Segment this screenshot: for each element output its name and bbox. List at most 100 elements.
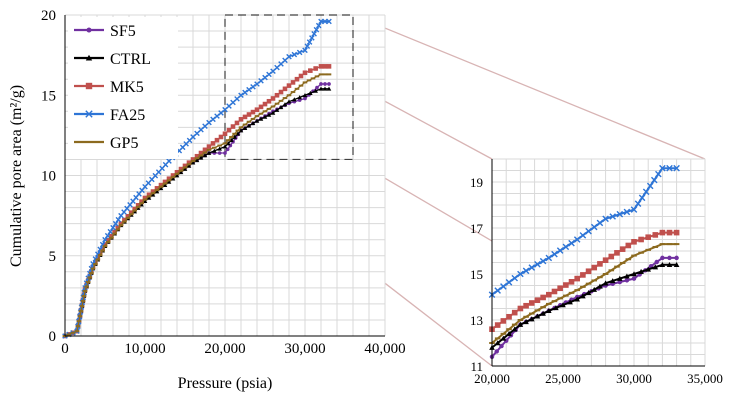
inset-point-ctrl	[652, 264, 659, 270]
main-point-fa25	[242, 89, 248, 96]
main-point-gp5	[87, 276, 93, 279]
inset-point-gp5	[534, 309, 541, 312]
inset-point-mk5	[506, 313, 512, 320]
legend-label: FA25	[110, 107, 145, 124]
inset-point-sf5	[499, 343, 504, 349]
main-point-ctrl	[242, 125, 248, 130]
main-point-gp5	[66, 333, 72, 336]
inset-point-gp5	[546, 302, 552, 305]
inset-point-fa25	[562, 243, 570, 251]
main-point-fa25	[286, 53, 292, 60]
inset-point-ctrl	[540, 310, 546, 316]
main-point-gp5	[74, 330, 80, 333]
main-point-gp5	[174, 172, 180, 175]
main-point-gp5	[278, 99, 284, 102]
inset-y-tick-labels: 11 13 15 17 19	[470, 175, 484, 374]
inset-point-ctrl	[511, 326, 518, 332]
main-point-gp5	[84, 285, 89, 288]
inset-point-fa25	[511, 274, 519, 282]
main-point-ctrl	[158, 186, 164, 191]
main-point-sf5	[327, 82, 331, 86]
main-point-gp5	[100, 249, 105, 252]
inset-axes	[491, 159, 705, 367]
inset-point-fa25	[623, 208, 631, 216]
main-point-ctrl	[318, 86, 324, 91]
main-y-tick-label: 10	[41, 169, 56, 185]
main-point-gp5	[85, 281, 91, 284]
inset-point-gp5	[602, 273, 609, 275]
inset-point-mk5	[500, 318, 507, 324]
main-point-gp5	[166, 179, 172, 182]
main-point-ctrl	[162, 182, 168, 187]
inset-point-mk5	[534, 297, 541, 304]
legend-item-mk5: MK5	[74, 79, 144, 96]
main-point-gp5	[102, 245, 108, 248]
inset-point-gp5	[500, 332, 507, 335]
inset-point-mk5	[645, 234, 651, 240]
main-point-fa25	[306, 39, 313, 45]
main-point-gp5	[82, 290, 88, 293]
inset-point-gp5	[557, 297, 563, 300]
main-point-gp5	[326, 73, 332, 76]
main-point-gp5	[232, 132, 237, 135]
legend-swatch-marker	[85, 110, 93, 118]
main-point-fa25	[326, 18, 332, 25]
main-point-mk5	[226, 127, 232, 133]
main-point-mk5	[166, 176, 172, 182]
inset-point-gp5	[652, 245, 659, 248]
main-point-mk5	[154, 186, 160, 191]
inset-x-tick-label: 35,000	[687, 371, 723, 386]
main-point-mk5	[258, 104, 264, 110]
main-point-gp5	[274, 102, 280, 105]
main-point-sf5	[315, 85, 319, 90]
main-point-ctrl	[246, 123, 252, 128]
inset-point-ctrl	[534, 313, 541, 319]
main-point-ctrl	[308, 90, 313, 95]
main-point-fa25	[296, 49, 303, 56]
main-point-gp5	[194, 157, 200, 160]
main-x-tick-label: 40,000	[364, 341, 405, 357]
inset-point-fa25	[505, 278, 513, 286]
main-point-ctrl	[254, 118, 260, 123]
main-point-ctrl	[274, 107, 280, 112]
main-point-mk5	[95, 255, 101, 261]
inset-point-mk5	[597, 261, 603, 267]
main-point-mk5	[146, 192, 152, 198]
inset-point-fa25	[666, 164, 673, 172]
inset-point-mk5	[494, 322, 501, 328]
inset-point-mk5	[673, 229, 680, 236]
inset-point-ctrl	[580, 293, 586, 299]
main-point-ctrl	[154, 189, 160, 194]
main-point-mk5	[186, 160, 192, 165]
inset-point-fa25	[590, 223, 598, 231]
inset-point-fa25	[522, 267, 530, 275]
main-point-gp5	[254, 115, 260, 118]
inset-point-fa25	[634, 200, 642, 207]
inset-point-ctrl	[523, 319, 529, 325]
main-point-fa25	[291, 51, 298, 58]
inset-point-fa25	[545, 254, 553, 262]
main-point-ctrl	[266, 112, 272, 117]
inset-y-tick-label: 19	[470, 175, 483, 190]
main-point-gp5	[109, 236, 114, 239]
main-point-gp5	[132, 209, 138, 212]
inset-point-mk5	[523, 302, 529, 309]
main-point-gp5	[142, 198, 148, 201]
inset-point-sf5	[631, 276, 637, 281]
main-y-tick-label: 0	[49, 329, 57, 345]
inset-point-fa25	[556, 247, 564, 254]
main-point-mk5	[242, 114, 248, 120]
main-point-mk5	[218, 134, 224, 140]
main-point-ctrl	[278, 104, 284, 110]
main-point-ctrl	[258, 116, 264, 121]
main-point-gp5	[150, 192, 156, 195]
inset-point-sf5	[674, 255, 679, 261]
main-point-ctrl	[166, 179, 172, 184]
main-point-gp5	[76, 320, 82, 323]
main-point-gp5	[235, 129, 241, 132]
main-point-ctrl	[212, 148, 217, 153]
main-point-gp5	[270, 105, 276, 108]
main-point-mk5	[198, 150, 204, 156]
main-point-fa25	[107, 228, 114, 235]
